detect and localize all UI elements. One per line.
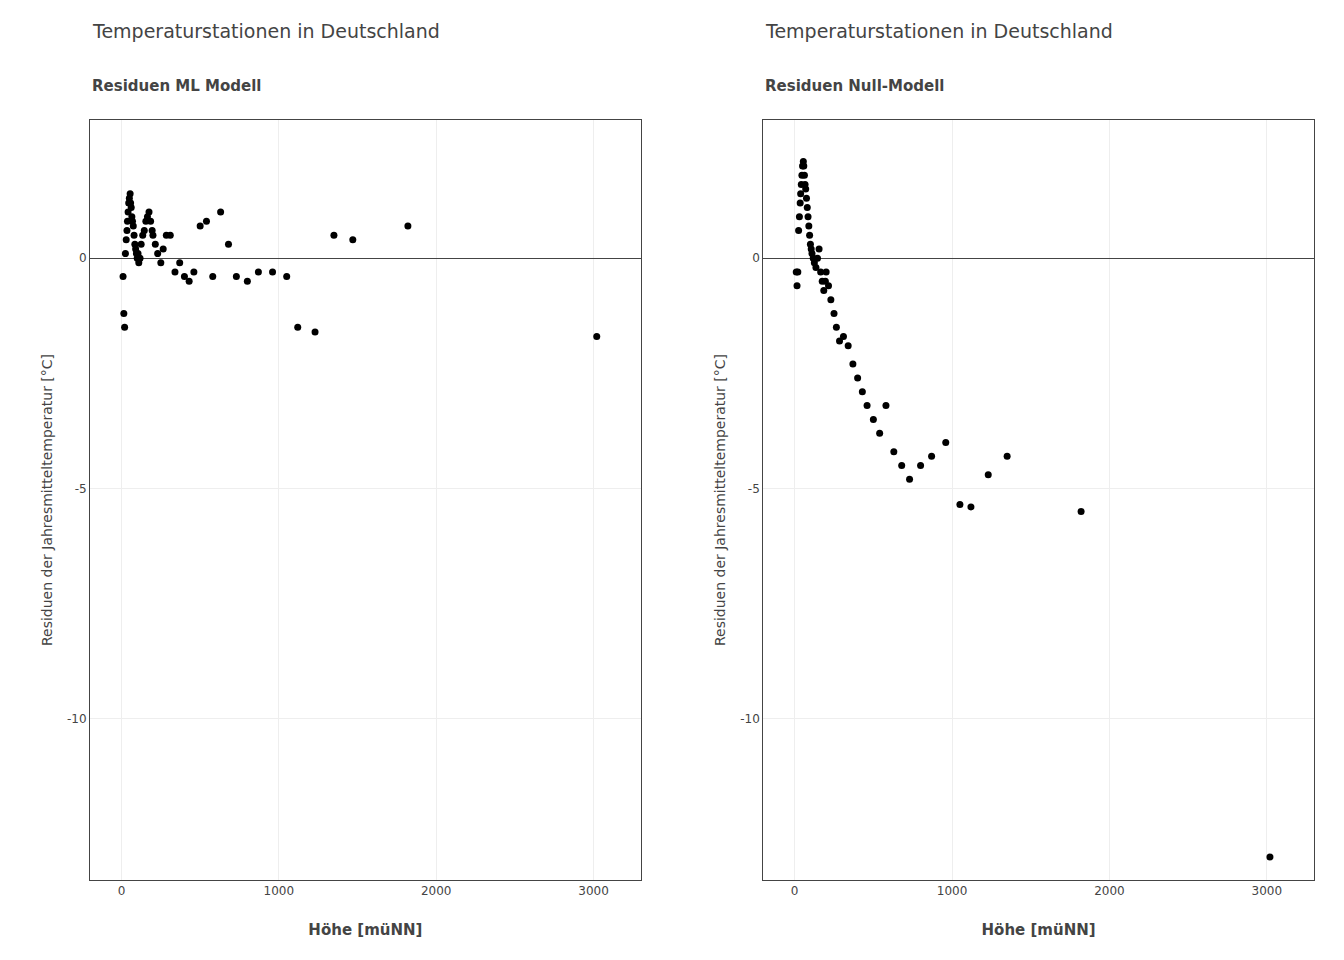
svg-text:Höhe [müNN]: Höhe [müNN] <box>308 921 422 939</box>
svg-text:Höhe [müNN]: Höhe [müNN] <box>982 921 1096 939</box>
svg-text:-10: -10 <box>740 712 760 726</box>
svg-text:2000: 2000 <box>421 884 452 898</box>
svg-text:0: 0 <box>118 884 126 898</box>
svg-text:Residuen der Jahresmitteltempe: Residuen der Jahresmitteltemperatur [°C] <box>712 354 728 646</box>
svg-text:Residuen ML Modell: Residuen ML Modell <box>92 77 261 95</box>
svg-text:Temperaturstationen in Deutsch: Temperaturstationen in Deutschland <box>92 20 440 42</box>
svg-text:2000: 2000 <box>1094 884 1125 898</box>
svg-text:1000: 1000 <box>264 884 295 898</box>
svg-text:3000: 3000 <box>1252 884 1283 898</box>
svg-text:-5: -5 <box>75 482 87 496</box>
svg-text:1000: 1000 <box>937 884 968 898</box>
svg-text:-5: -5 <box>748 482 760 496</box>
svg-text:0: 0 <box>752 251 760 265</box>
svg-text:0: 0 <box>79 251 87 265</box>
svg-text:Temperaturstationen in Deutsch: Temperaturstationen in Deutschland <box>765 20 1113 42</box>
svg-text:3000: 3000 <box>578 884 609 898</box>
svg-text:-10: -10 <box>67 712 87 726</box>
svg-text:Residuen der Jahresmitteltempe: Residuen der Jahresmitteltemperatur [°C] <box>39 354 55 646</box>
svg-text:Residuen Null-Modell: Residuen Null-Modell <box>765 77 944 95</box>
svg-text:0: 0 <box>791 884 799 898</box>
